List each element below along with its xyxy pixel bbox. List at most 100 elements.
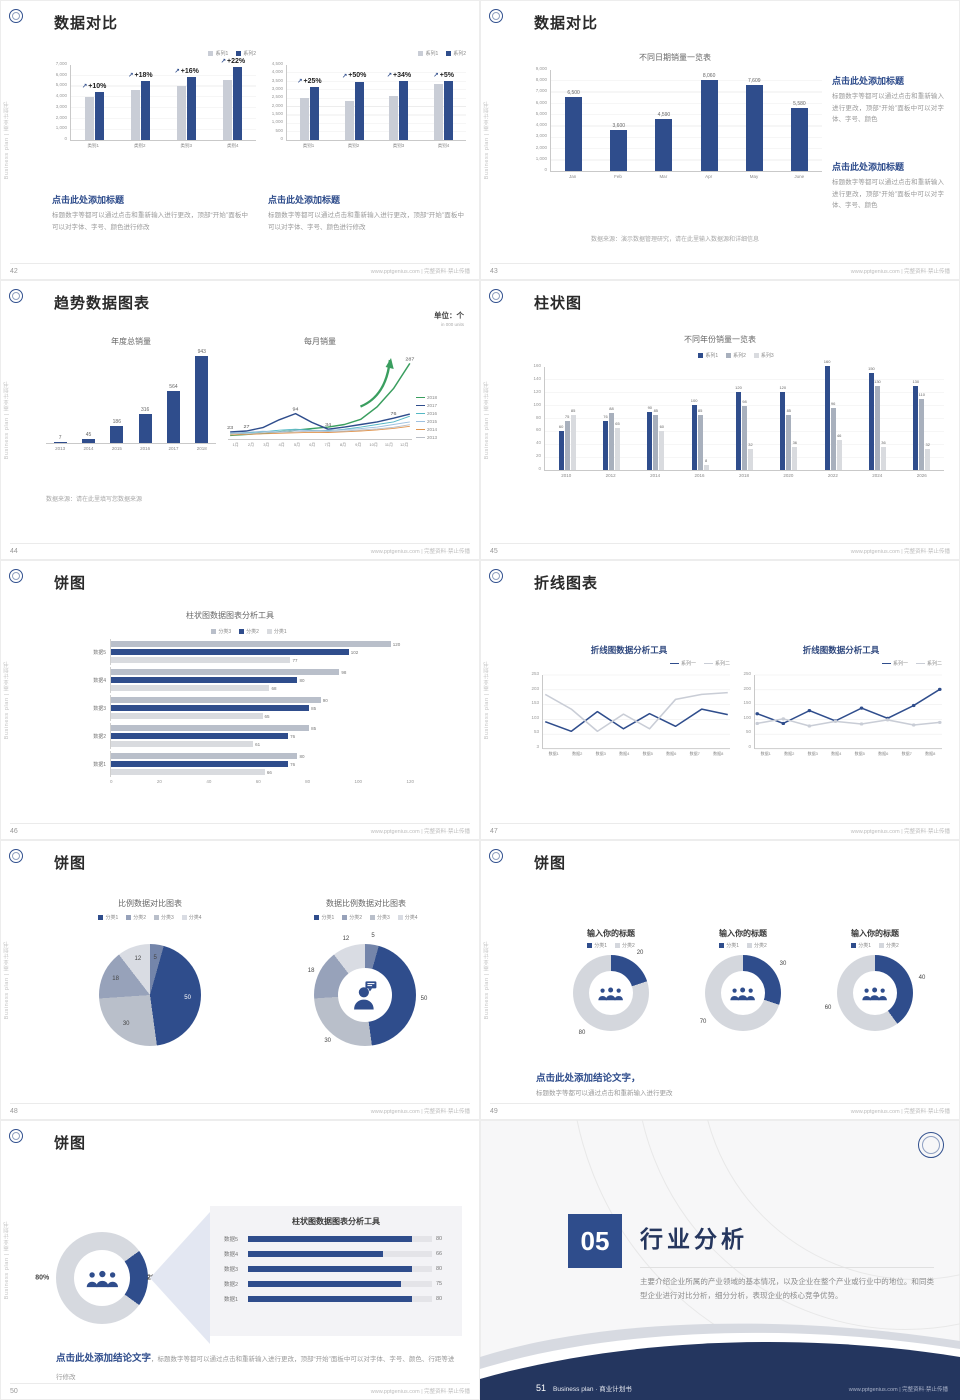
- chart-legend: 分类1 分类2 分类3 分类4: [55, 914, 245, 921]
- donut-chart: 5 50 30 18 12: [308, 933, 427, 1046]
- lg-t: 分类2: [622, 943, 635, 949]
- sidebar-watermark: Business plan | 商业计划书: [4, 1220, 10, 1300]
- vlab: 36: [881, 439, 886, 445]
- analysis-panel: 柱状图数据图表分析工具 数据5 80 数据4 66 数据3 80 数据2 75 数据1 80: [210, 1206, 462, 1336]
- lg-item: 系列二: [915, 660, 942, 667]
- ytick: 5,000: [55, 82, 67, 88]
- lg-t: 分类1: [321, 915, 335, 921]
- bar: 8: [703, 458, 709, 470]
- wave-decoration: [480, 1323, 960, 1400]
- lns-item: 2016: [416, 411, 446, 416]
- slide-footer: 50 www.pptgenius.com | 完整资料·禁止传播: [10, 1383, 470, 1395]
- plot: 60 75 85 76 88 65 90 85 60 100 85 8 120 98 32 120 85 36 16…: [544, 359, 944, 471]
- ytick: 140: [533, 375, 541, 381]
- path: [606, 994, 616, 1000]
- xtick: 类别2: [347, 143, 360, 148]
- legend-swatch: [418, 51, 424, 56]
- lg-item: 系列2: [236, 50, 256, 57]
- growth-arrow-icon: ↗: [81, 83, 88, 91]
- bar: 5,580: [790, 101, 808, 171]
- caption-block-left: 点击此处添加标题 标题数字等都可以通过点击和重新输入进行更改，顶部“开始”面板中…: [52, 193, 248, 233]
- footer-watermark: www.pptgenius.com | 完整资料·禁止传播: [370, 829, 470, 835]
- xtick: Apr: [705, 174, 713, 179]
- caption-block-1: 点击此处添加标题 标题数字等都可以通过点击和重新输入进行更改，顶部“开始”面板中…: [832, 74, 944, 126]
- slide-title: 饼图: [54, 855, 87, 872]
- lg-t: 分类3: [161, 915, 174, 921]
- lg-t: 分类2: [886, 943, 899, 949]
- lg-item: 分类1: [719, 942, 739, 949]
- bar: 60: [558, 424, 564, 470]
- lg-item: 分类2: [239, 628, 259, 635]
- svg: 23 27 94 34 76 287: [227, 357, 414, 437]
- conclusion-block: 点击此处添加结论文字，标题数字等都可以通过点击和重新输入进行更改，顶部“开始”面…: [56, 1348, 456, 1384]
- slide-title: 饼图: [54, 1135, 87, 1152]
- ytick: 7,000: [55, 61, 67, 66]
- chart-title: 柱状图数据图表分析工具: [186, 611, 274, 620]
- ln-row: 250 200 150 100 50 0: [740, 671, 942, 750]
- bar: 60: [659, 424, 665, 470]
- path: [480, 1341, 960, 1400]
- ytick: 80: [535, 414, 541, 420]
- ln-row: 23 27 94 34 76 287 2018 2017 2016 2015 2014 2013: [227, 352, 446, 440]
- lg-item: 分类2: [615, 942, 635, 949]
- slide-51: 05 行业分析 主要介绍企业所属的产业领域的基本情况，以及企业在整个产业或行业中…: [480, 1120, 960, 1400]
- path: [544, 708, 728, 733]
- ytick: 1,000: [271, 119, 283, 125]
- path: [757, 718, 940, 727]
- lg-item: 分类1: [314, 914, 334, 921]
- bar: [140, 81, 150, 140]
- unit-sublabel: in 000 units: [440, 322, 464, 327]
- path: [385, 358, 394, 369]
- hb-val: 98: [341, 669, 347, 675]
- legend-swatch: [851, 943, 857, 948]
- section-description: 主要介绍企业所属的产业领域的基本情况，以及企业在整个产业或行业中的地位。和同类型…: [640, 1267, 934, 1303]
- vgroup: 130 110 32: [912, 379, 931, 470]
- vlab: 7: [58, 435, 62, 441]
- vgroup: 5,580: [790, 101, 808, 171]
- ann: ↗ +16%: [174, 67, 199, 76]
- hb-xt: 40: [206, 779, 212, 784]
- hb-barrow: 68: [111, 684, 414, 692]
- growth-arrow-icon: ↗: [297, 78, 303, 86]
- vgroup: ↗ +5%: [433, 72, 454, 140]
- ytick: 160: [533, 363, 541, 368]
- page-number: 46: [10, 828, 18, 835]
- footer-watermark: www.pptgenius.com | 完整资料·禁止传播: [370, 549, 470, 555]
- vgroup: 7: [53, 435, 67, 443]
- vlab: 60: [659, 424, 665, 429]
- chart-legend: 系列1 系列2: [264, 50, 466, 57]
- page-number: 43: [490, 268, 498, 275]
- hb-barrow: 76: [111, 732, 414, 740]
- xtick: 数据5: [642, 751, 653, 756]
- vgroup: ↗ +50%: [342, 72, 366, 140]
- brand-logo-icon: [489, 569, 503, 583]
- pn-lab: 数据4: [224, 1252, 239, 1258]
- xtick: 2017: [168, 446, 179, 451]
- path: [614, 995, 624, 1000]
- vgroup: 160 96 46: [824, 359, 842, 470]
- conclusion-body: ，标题数字等都可以通过点击和重新输入进行更改，顶部“开始”面板中可以对字体、字号…: [56, 1356, 455, 1381]
- hb-row: 数据4 98 80 68: [84, 667, 414, 693]
- gcol: 943: [188, 349, 216, 443]
- xtick: 数据7: [901, 751, 912, 756]
- xtick: 类别4: [226, 143, 239, 148]
- pn-track: [248, 1236, 432, 1242]
- ytick: 0: [280, 135, 283, 141]
- ytick: 9,000: [535, 66, 547, 71]
- footer-watermark: www.pptgenius.com | 完整资料·禁止传播: [848, 1387, 948, 1393]
- xtick: 数据1: [760, 751, 771, 756]
- slide-footer: 46 www.pptgenius.com | 完整资料·禁止传播: [10, 823, 470, 835]
- g: [86, 1270, 118, 1287]
- donut-block-2: 输入你的标题 分类1 分类2 30 70: [688, 928, 798, 1031]
- donut-chart-1: 20 80: [556, 950, 666, 1036]
- xtick: 数据2: [572, 751, 583, 756]
- circle: [872, 987, 878, 993]
- pn-val: 80: [436, 1266, 443, 1272]
- vgroup: ↗ +25%: [297, 78, 322, 140]
- circle: [732, 988, 738, 993]
- panel-bar-row: 数据1 80: [210, 1295, 462, 1303]
- legend-swatch: [615, 943, 620, 948]
- circle: [911, 723, 916, 727]
- rect: [367, 983, 375, 985]
- vgroup: 45: [81, 432, 95, 443]
